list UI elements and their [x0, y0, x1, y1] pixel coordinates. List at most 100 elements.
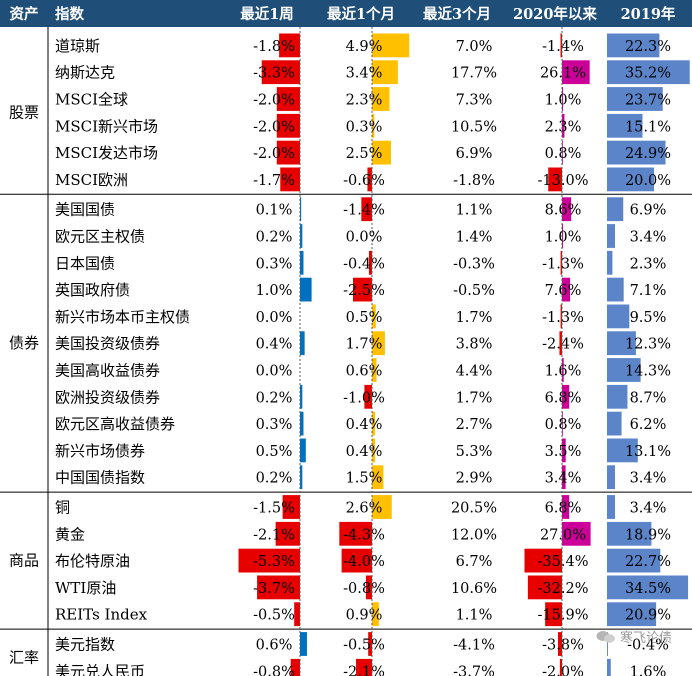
data-bar [607, 658, 611, 676]
row-name: REITs Index [55, 606, 148, 624]
data-bar [607, 575, 689, 600]
data-bar [356, 658, 372, 676]
data-label: 0.4% [256, 337, 293, 353]
table-body: 道琼斯 -1.8% 4.9% 7.0% -1.4% 22.3% 纳斯达克 -3.3% 3.4% 1… [0, 27, 692, 676]
data-label: -4.3% [343, 527, 385, 543]
data-label: 22.7% [625, 554, 671, 570]
data-label: 4.9% [346, 39, 383, 55]
data-bar [562, 495, 570, 519]
table-row: 新兴市场本币主权债 0.0% 0.5% 1.7% -1.3% 9.5% [55, 304, 666, 329]
data-bar [364, 384, 372, 409]
data-label: -13.0% [538, 173, 589, 189]
data-label: -0.4% [627, 638, 669, 654]
data-label: 0.2% [256, 471, 293, 487]
data-label: 22.3% [625, 39, 671, 55]
data-bar [562, 113, 565, 138]
data-bar [276, 140, 300, 165]
data-label: -1.3% [542, 256, 584, 272]
data-label: -0.8% [253, 664, 295, 676]
data-label: 3.4% [630, 230, 667, 246]
data-label: -2.0% [253, 93, 295, 109]
data-label: 27.0% [540, 527, 586, 543]
data-label: 12.0% [451, 527, 497, 543]
data-label: 0.1% [256, 203, 293, 219]
group-label: 股票 [9, 103, 39, 121]
data-label: 0.3% [346, 119, 383, 135]
data-label: 3.8% [456, 337, 493, 353]
data-bar [607, 438, 638, 463]
data-bar [562, 60, 590, 85]
data-label: 0.6% [346, 364, 383, 380]
data-label: 1.5% [346, 471, 383, 487]
row-name: MSCI发达市场 [55, 144, 158, 162]
data-bar [607, 250, 613, 275]
data-bar [300, 250, 304, 275]
data-label: 2.6% [346, 501, 383, 517]
data-label: 0.8% [545, 417, 582, 433]
data-label: 2.3% [346, 93, 383, 109]
data-bar [275, 521, 300, 546]
data-bar [607, 632, 608, 656]
group-4: 美元指数 0.6% -0.5% -4.1% -3.8% -0.4% 美元兑人民币 -0.8% -… [9, 632, 669, 676]
data-label: -2.4% [542, 337, 584, 353]
row-name: MSCI新兴市场 [55, 117, 158, 135]
data-label: 4.4% [456, 364, 493, 380]
data-label: 12.3% [625, 337, 671, 353]
data-label: -35.4% [538, 554, 589, 570]
data-label: 20.5% [451, 501, 497, 517]
table-row: 中国国债指数 0.2% 1.5% 2.9% 3.4% 3.4% [55, 465, 666, 490]
group-label: 汇率 [9, 648, 39, 666]
table-row: 新兴市场债券 0.5% 0.4% 5.3% 3.5% 13.1% [55, 438, 671, 463]
data-bar [372, 331, 385, 356]
data-bar [300, 224, 303, 248]
row-name: 美国投资级债券 [55, 335, 160, 353]
data-label: 1.6% [545, 364, 582, 380]
row-name: 美国高收益债券 [55, 362, 160, 380]
data-bar [607, 358, 641, 382]
data-label: 6.2% [630, 417, 667, 433]
watermark-text: 寒飞论债 [619, 631, 672, 646]
data-bar [367, 167, 372, 192]
data-bar [560, 304, 562, 329]
data-bar [607, 411, 622, 436]
data-label: -2.0% [253, 146, 295, 162]
data-bar [524, 548, 562, 573]
table-row: REITs Index -0.5% 0.9% 1.1% -15.9% 20.9% [55, 602, 671, 627]
data-bar [339, 521, 372, 546]
header-asset: 资产 [10, 5, 39, 23]
data-bar [300, 465, 303, 490]
table-row: 美元兑人民币 -0.8% -2.1% -3.7% -2.0% 1.6% [55, 658, 666, 676]
data-label: 6.8% [545, 501, 582, 517]
table-row: 欧元区高收益债券 0.3% 0.4% 2.7% 0.8% 6.2% [55, 411, 667, 436]
data-label: 0.9% [346, 608, 383, 624]
row-name: WTI原油 [55, 579, 116, 597]
data-bar [372, 113, 375, 138]
group-1: 道琼斯 -1.8% 4.9% 7.0% -1.4% 22.3% 纳斯达克 -3.3% 3.4% 1… [0, 33, 692, 195]
data-bar [238, 548, 300, 573]
data-label: 3.4% [545, 471, 582, 487]
data-label: -4.0% [343, 554, 385, 570]
watermark: 寒飞论债 [596, 627, 672, 646]
data-label: 0.5% [346, 310, 383, 326]
data-bar [562, 224, 564, 248]
data-label: 10.5% [451, 119, 497, 135]
data-bar [300, 277, 312, 302]
data-bar [372, 140, 391, 165]
data-bar [300, 411, 304, 436]
data-bar [562, 465, 566, 490]
data-label: -1.4% [542, 39, 584, 55]
data-bar [607, 87, 663, 111]
data-label: 2.9% [456, 471, 493, 487]
data-label: 13.1% [625, 444, 671, 460]
data-bar [261, 60, 300, 85]
data-bar [282, 495, 300, 519]
data-label: 0.6% [256, 638, 293, 654]
row-name: 欧元区主权债 [55, 228, 145, 246]
data-bar [368, 250, 372, 275]
data-bar [607, 602, 657, 627]
data-label: 0.4% [346, 417, 383, 433]
data-label: -2.5% [343, 283, 385, 299]
data-label: 18.9% [625, 527, 671, 543]
data-label: -1.7% [253, 173, 295, 189]
data-bar [372, 33, 410, 58]
